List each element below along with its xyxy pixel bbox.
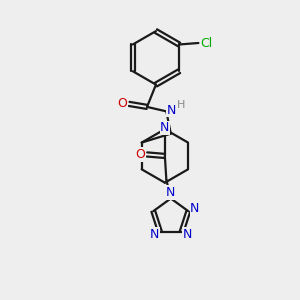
Text: N: N bbox=[160, 121, 170, 134]
Text: O: O bbox=[136, 148, 146, 161]
Text: H: H bbox=[176, 100, 185, 110]
Text: N: N bbox=[166, 186, 176, 199]
Text: N: N bbox=[167, 104, 176, 117]
Text: N: N bbox=[190, 202, 200, 215]
Text: N: N bbox=[182, 228, 192, 241]
Text: Cl: Cl bbox=[201, 37, 213, 50]
Text: O: O bbox=[118, 98, 128, 110]
Text: N: N bbox=[150, 228, 159, 241]
